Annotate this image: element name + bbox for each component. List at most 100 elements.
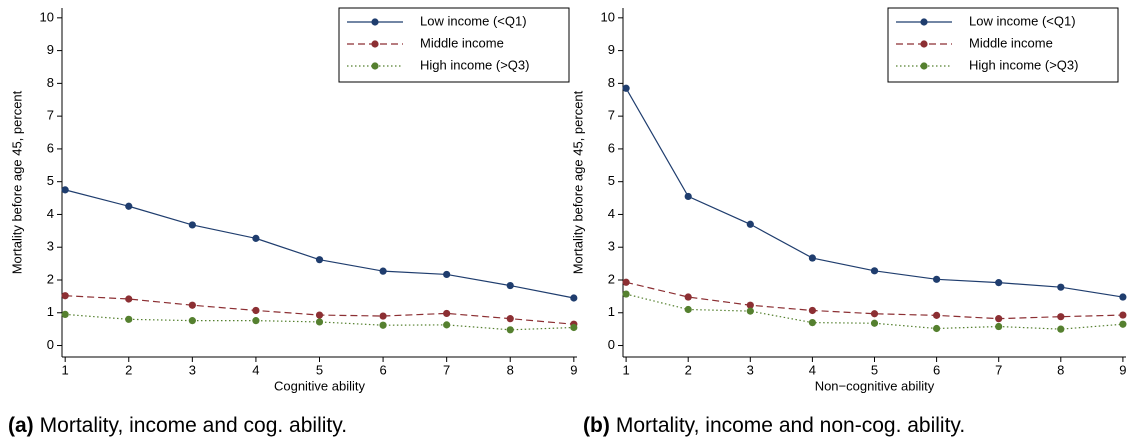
point [932, 311, 941, 319]
legend-marker [920, 18, 928, 26]
legend-label: Low income (<Q1) [969, 13, 1076, 28]
y-tick-label: 10 [601, 9, 615, 24]
point [506, 315, 514, 323]
y-tick-label: 2 [47, 271, 54, 286]
point [125, 315, 133, 323]
point [188, 221, 196, 229]
y-tick-label: 9 [608, 42, 615, 57]
point [808, 318, 817, 327]
legend-marker [371, 40, 379, 48]
caption-text: Mortality, income and cog. ability. [40, 414, 347, 437]
point [684, 192, 692, 201]
point [995, 279, 1003, 287]
point [188, 317, 196, 325]
point [61, 310, 69, 318]
point [808, 254, 817, 262]
x-tick-label: 2 [125, 362, 132, 377]
y-tick-label: 6 [608, 140, 615, 155]
point [125, 295, 133, 303]
y-tick-label: 7 [608, 108, 615, 123]
point [1057, 313, 1065, 321]
point [622, 290, 630, 298]
point [506, 281, 514, 290]
legend-label: Middle income [969, 35, 1053, 50]
x-tick-label: 3 [189, 362, 196, 377]
legend-marker [371, 62, 379, 70]
point [932, 275, 941, 283]
x-tick-label: 3 [747, 362, 754, 377]
point [870, 310, 879, 318]
series-line [625, 293, 1123, 330]
legend-label: High income (>Q3) [969, 57, 1078, 72]
point [506, 326, 514, 334]
y-tick-label: 5 [47, 173, 54, 188]
x-tick-label: 7 [995, 362, 1002, 377]
y-tick-label: 2 [608, 271, 615, 286]
caption: (a) Mortality, income and cog. ability. [8, 414, 347, 437]
point [684, 293, 692, 301]
legend-label: Low income (<Q1) [420, 13, 527, 28]
caption-tag: (b) [583, 414, 610, 437]
point [570, 323, 578, 332]
point [379, 267, 387, 275]
y-tick-label: 4 [608, 206, 615, 221]
y-tick-label: 8 [47, 75, 54, 90]
y-tick-label: 7 [47, 108, 54, 123]
y-axis-label: Mortality before age 45, percent [9, 90, 24, 274]
caption: (b) Mortality, income and non-cog. abilit… [583, 414, 965, 437]
legend-label: High income (>Q3) [420, 57, 529, 72]
point [995, 315, 1003, 323]
point [315, 311, 324, 319]
point [252, 234, 260, 242]
y-axis-label: Mortality before age 45, percent [570, 90, 585, 274]
x-tick-label: 4 [252, 362, 259, 377]
x-tick-label: 4 [809, 362, 816, 377]
series-line [65, 313, 574, 331]
y-tick-label: 10 [40, 9, 54, 24]
series-line [625, 87, 1123, 298]
y-tick-label: 1 [47, 304, 54, 319]
point [1119, 311, 1127, 319]
point [1057, 283, 1065, 291]
legend-label: Middle income [420, 35, 504, 50]
legend-marker [371, 18, 379, 26]
point [932, 324, 941, 333]
point [622, 84, 630, 92]
y-tick-label: 1 [608, 304, 615, 319]
point [379, 321, 387, 329]
x-tick-label: 7 [443, 362, 450, 377]
point [252, 317, 260, 325]
point [443, 270, 451, 279]
point [61, 186, 69, 194]
point [379, 312, 387, 320]
x-tick-label: 6 [379, 362, 386, 377]
x-tick-label: 5 [316, 362, 323, 377]
point [252, 306, 260, 315]
y-tick-label: 0 [47, 337, 54, 352]
point [746, 307, 754, 315]
point [870, 267, 879, 275]
x-tick-label: 8 [507, 362, 514, 377]
x-tick-label: 8 [1057, 362, 1064, 377]
x-axis-label: Cognitive ability [274, 378, 366, 393]
y-tick-label: 4 [47, 206, 54, 221]
y-tick-label: 3 [608, 239, 615, 254]
caption-tag: (a) [8, 414, 34, 437]
point [746, 220, 754, 228]
point [443, 309, 451, 318]
x-tick-label: 5 [871, 362, 878, 377]
y-tick-label: 3 [47, 239, 54, 254]
x-tick-label: 6 [933, 362, 940, 377]
point [684, 305, 692, 314]
x-tick-label: 2 [685, 362, 692, 377]
x-tick-label: 1 [62, 362, 69, 377]
point [1119, 293, 1127, 301]
y-tick-label: 0 [608, 337, 615, 352]
point [443, 321, 451, 329]
legend-marker [920, 40, 928, 48]
point [622, 278, 630, 286]
point [188, 301, 196, 309]
